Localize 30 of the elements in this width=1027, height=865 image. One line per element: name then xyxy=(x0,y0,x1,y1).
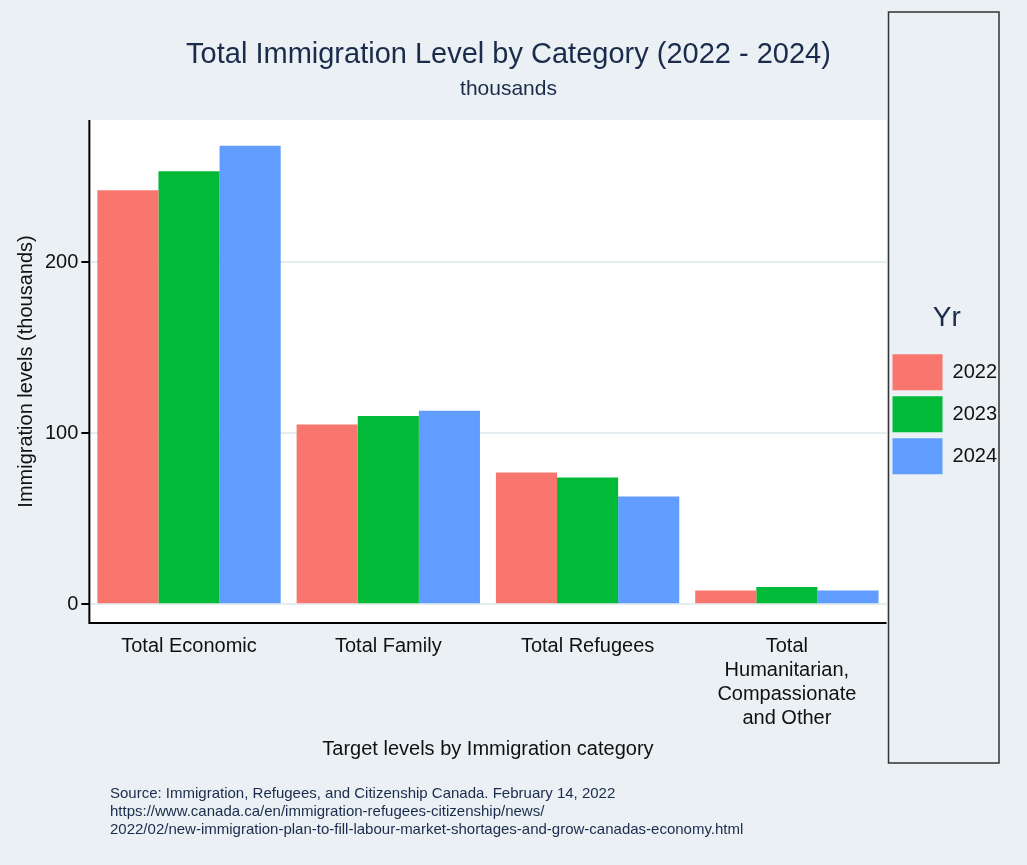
text: https://www.canada.ca/en/immigration-refugees-citizenship/news/ xyxy=(110,802,546,819)
x-tick-label: Total Humanitarian, Compassionate and Other xyxy=(717,633,857,728)
x-axis-title: Target levels by Immigration category xyxy=(322,736,654,759)
chart-title: Total Immigration Level by Category (2022 - 2024) xyxy=(186,37,831,70)
x-tick-label: Total Family xyxy=(334,633,442,656)
legend-label: 2023 xyxy=(952,401,998,424)
legend-label: 2022 xyxy=(952,359,998,382)
bar xyxy=(756,587,818,604)
y-tick-label: 0 xyxy=(67,591,79,614)
legend-title: Yr xyxy=(932,301,961,333)
bar xyxy=(618,496,680,604)
y-axis-title: Immigration levels (thousands) xyxy=(13,235,36,508)
legend-label: 2024 xyxy=(952,443,998,466)
source-note: Source: Immigration, Refugees, and Citizenship Canada. February 14, 2022 xyxy=(110,784,616,801)
bar xyxy=(97,190,159,604)
bar xyxy=(219,145,281,604)
chart-subtitle: thousands xyxy=(460,76,557,100)
bar xyxy=(418,410,480,604)
bar xyxy=(158,171,220,604)
bar xyxy=(695,590,757,604)
bar xyxy=(557,477,619,604)
y-tick-label: 200 xyxy=(44,249,79,272)
x-tick-label: Total Economic xyxy=(121,633,257,656)
bar xyxy=(296,424,358,604)
bar xyxy=(817,590,879,604)
bar xyxy=(495,472,558,604)
bar xyxy=(357,415,419,604)
x-tick-label: Total Refugees xyxy=(520,633,655,656)
y-tick-label: 100 xyxy=(44,420,79,443)
text: 2022/02/new-immigration-plan-to-fill-labour-market-shortages-and-grow-canadas-economy.html xyxy=(110,820,744,837)
